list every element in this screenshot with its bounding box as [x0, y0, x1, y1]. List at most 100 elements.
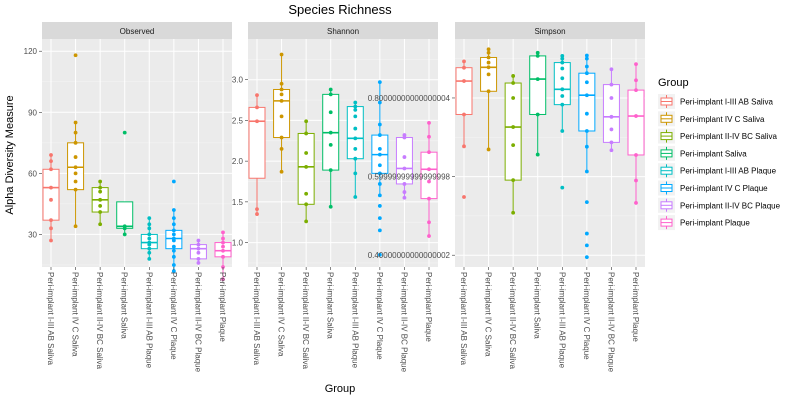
data-point	[353, 171, 358, 176]
data-point	[609, 127, 614, 132]
data-point	[634, 78, 638, 83]
data-point	[353, 156, 358, 161]
x-tick-label: Peri-implant IV C Saliva	[277, 272, 286, 357]
data-point	[462, 79, 466, 83]
y-tick-label: 2.0	[232, 157, 244, 166]
box	[529, 55, 547, 115]
data-point	[73, 179, 78, 184]
data-point	[171, 244, 176, 249]
data-point	[427, 167, 431, 172]
y-tick-label: 0.59999999999999998	[368, 173, 451, 182]
data-point	[196, 246, 201, 251]
boxplot-3	[297, 119, 315, 224]
boxplot-1	[42, 153, 60, 243]
data-point	[328, 110, 333, 115]
data-point	[328, 204, 333, 209]
data-point	[353, 126, 358, 131]
data-point	[98, 197, 103, 202]
chart-title: Species Richness	[288, 2, 392, 17]
data-point	[377, 133, 382, 137]
data-point	[634, 62, 638, 67]
data-point	[584, 243, 589, 248]
data-point	[73, 171, 78, 176]
legend-label: Peri-implant I-III AB Plaque	[680, 167, 777, 176]
x-tick-label: Peri-implant Saliva	[120, 272, 129, 339]
x-tick-label: Peri-implant Plaque	[631, 272, 640, 342]
boxplot-6	[165, 179, 183, 273]
data-point	[328, 130, 333, 135]
data-point	[427, 196, 431, 201]
data-point	[73, 224, 78, 229]
data-point	[511, 210, 516, 215]
data-point	[122, 224, 127, 229]
data-point	[427, 234, 431, 238]
data-point	[255, 105, 259, 110]
data-point	[462, 65, 466, 70]
data-point	[402, 133, 407, 137]
data-point	[634, 153, 638, 157]
y-tick-label: 90	[28, 108, 37, 117]
data-point	[634, 178, 638, 183]
data-point	[98, 189, 103, 194]
data-point	[560, 185, 565, 190]
boxplot-3	[91, 179, 109, 227]
x-axis-title: Group	[325, 383, 356, 395]
box	[346, 106, 364, 160]
boxplot-5	[553, 54, 571, 190]
data-point	[634, 88, 638, 93]
data-point	[279, 147, 284, 151]
data-point	[171, 179, 176, 184]
boxplot-2	[480, 47, 498, 152]
data-point	[634, 201, 638, 205]
legend-label: Peri-implant II-IV BC Plaque	[680, 201, 781, 210]
facet-panels: Observed 30 60 90 120 Peri-implant I-III AB S…	[24, 22, 645, 373]
data-point	[427, 220, 431, 225]
data-point	[353, 100, 358, 105]
data-point	[560, 56, 565, 61]
boxplot-1	[248, 93, 266, 216]
data-point	[584, 64, 589, 69]
data-point	[377, 228, 382, 233]
data-point	[486, 72, 491, 77]
x-tick-label: Peri-implant Saliva	[326, 272, 335, 339]
legend-label: Peri-implant IV C Plaque	[680, 184, 768, 193]
data-point	[49, 167, 53, 172]
boxplot-8	[627, 62, 645, 205]
data-point	[98, 179, 103, 184]
legend: Peri-implant I-III AB Saliva Peri-implant…	[658, 94, 781, 231]
data-point	[171, 248, 176, 253]
box	[273, 88, 291, 139]
box	[248, 106, 266, 179]
data-point	[377, 100, 382, 105]
boxplot-3	[504, 74, 522, 215]
y-tick-label: 1.0	[232, 239, 244, 248]
data-point	[402, 166, 407, 171]
legend-item-7: Peri-implant II-IV BC Plaque	[658, 197, 781, 213]
y-tick-label: 0.80000000000000004	[368, 94, 451, 103]
data-point	[196, 238, 201, 243]
data-point	[535, 112, 540, 117]
data-point	[279, 92, 284, 97]
boxplot-4	[116, 130, 134, 237]
y-axis-title: Alpha Diversity Measure	[4, 95, 16, 214]
data-point	[196, 250, 201, 255]
data-point	[221, 236, 225, 241]
data-point	[609, 82, 614, 87]
data-point	[462, 59, 466, 64]
x-tick-label: Peri-implant I-III AB Saliva	[459, 272, 468, 365]
x-tick-label: Peri-implant IV C Plaque	[169, 272, 178, 360]
data-point	[196, 242, 201, 247]
data-point	[304, 191, 309, 196]
data-point	[98, 210, 103, 214]
data-point	[171, 236, 176, 241]
data-point	[609, 148, 614, 153]
data-point	[584, 255, 589, 260]
legend-title: Group	[658, 77, 689, 89]
data-point	[147, 222, 152, 227]
data-point	[486, 47, 491, 52]
data-point	[171, 254, 176, 259]
boxplot-2	[67, 53, 85, 229]
data-point	[462, 112, 466, 117]
legend-item-1: Peri-implant I-III AB Saliva	[658, 94, 773, 109]
